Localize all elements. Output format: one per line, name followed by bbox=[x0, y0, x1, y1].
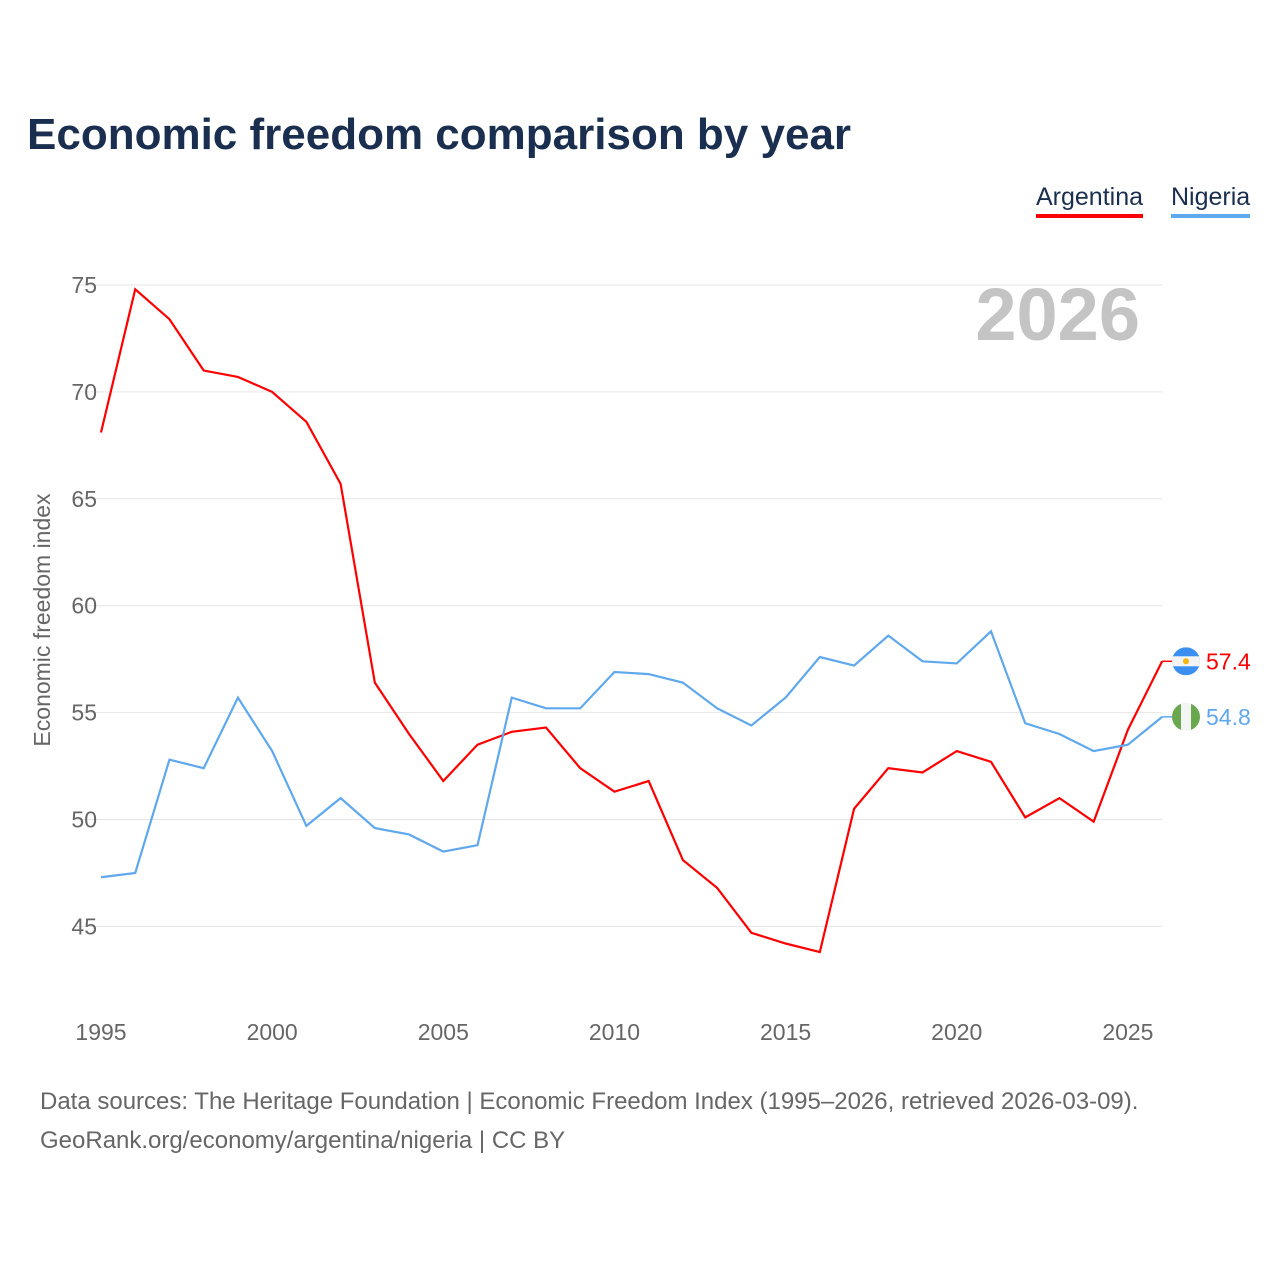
y-tick-label: 65 bbox=[71, 486, 97, 512]
y-tick-label: 75 bbox=[71, 272, 97, 298]
x-tick-label: 2015 bbox=[760, 1019, 811, 1045]
y-axis-label: Economic freedom index bbox=[29, 493, 55, 747]
x-tick-label: 2020 bbox=[931, 1019, 982, 1045]
y-tick-label: 55 bbox=[71, 700, 97, 726]
legend-nigeria[interactable]: Nigeria bbox=[1171, 183, 1251, 218]
year-watermark: 2026 bbox=[975, 273, 1140, 356]
x-tick-label: 2025 bbox=[1102, 1019, 1153, 1045]
y-tick-label: 50 bbox=[71, 807, 97, 833]
legend-argentina[interactable]: Argentina bbox=[1036, 183, 1144, 218]
end-value-label: 57.4 bbox=[1206, 648, 1251, 674]
y-tick-label: 45 bbox=[71, 913, 97, 939]
plot-area: 45 50 55 60 65 70 75 1995 2000 2005 2010 2015 2020 20… bbox=[29, 272, 1251, 1045]
nigeria-flag-icon bbox=[1172, 702, 1200, 731]
source-note: Data sources: The Heritage Foundation | … bbox=[40, 1088, 1139, 1115]
x-tick-label: 1995 bbox=[75, 1019, 126, 1045]
source-url: GeoRank.org/economy/argentina/nigeria | … bbox=[40, 1127, 566, 1154]
series-line-nigeria bbox=[100, 629, 1163, 879]
x-tick-label: 2000 bbox=[247, 1019, 298, 1045]
y-tick-label: 60 bbox=[71, 593, 97, 619]
end-value-label: 54.8 bbox=[1206, 704, 1251, 730]
x-tick-label: 2005 bbox=[418, 1019, 469, 1045]
chart-title: Economic freedom comparison by year bbox=[27, 110, 852, 159]
series-line-argentina bbox=[99, 287, 1164, 954]
x-tick-label: 2010 bbox=[589, 1019, 640, 1045]
argentina-flag-icon bbox=[1172, 647, 1200, 676]
y-tick-label: 70 bbox=[71, 379, 97, 405]
